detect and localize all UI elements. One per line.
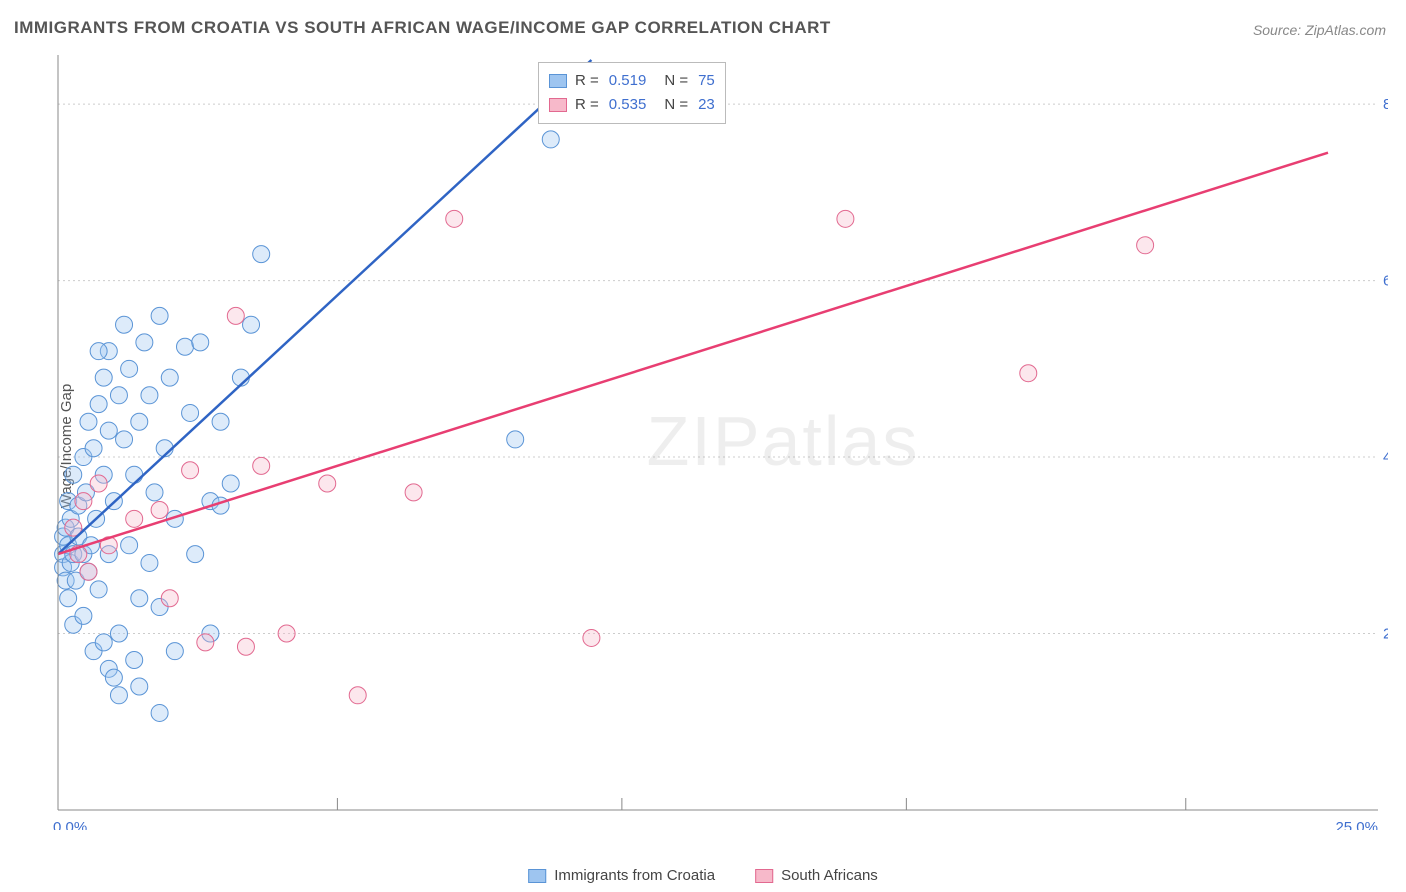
svg-text:ZIPatlas: ZIPatlas [647, 402, 920, 480]
series-legend-item: Immigrants from Croatia [528, 867, 715, 884]
stats-legend-row: R = 0.519 N = 75 [549, 69, 715, 93]
n-value: 23 [698, 93, 715, 117]
legend-swatch [549, 74, 567, 88]
r-label: R = [575, 69, 599, 93]
r-value: 0.535 [609, 93, 647, 117]
chart-title: IMMIGRANTS FROM CROATIA VS SOUTH AFRICAN… [14, 18, 831, 38]
svg-text:80.0%: 80.0% [1383, 96, 1388, 113]
series-legend-label: South Africans [781, 867, 878, 884]
legend-swatch [549, 98, 567, 112]
legend-swatch [755, 869, 773, 883]
n-value: 75 [698, 69, 715, 93]
scatter-plot: 20.0% 40.0% 60.0% 80.0% ZIPatlas 0.0% 25.0% [48, 50, 1388, 830]
plot-container: 20.0% 40.0% 60.0% 80.0% ZIPatlas 0.0% 25.0% R … [48, 50, 1388, 830]
svg-text:25.0%: 25.0% [1335, 819, 1378, 830]
series-legend: Immigrants from Croatia South Africans [528, 867, 878, 884]
source-attribution: Source: ZipAtlas.com [1253, 22, 1386, 38]
series-legend-item: South Africans [755, 867, 878, 884]
r-label: R = [575, 93, 599, 117]
legend-swatch [528, 869, 546, 883]
n-label: N = [664, 93, 688, 117]
svg-text:20.0%: 20.0% [1383, 626, 1388, 643]
n-label: N = [664, 69, 688, 93]
stats-legend: R = 0.519 N = 75 R = 0.535 N = 23 [538, 62, 726, 124]
r-value: 0.519 [609, 69, 647, 93]
svg-text:0.0%: 0.0% [53, 819, 87, 830]
series-legend-label: Immigrants from Croatia [554, 867, 715, 884]
svg-text:40.0%: 40.0% [1383, 449, 1388, 466]
svg-text:60.0%: 60.0% [1383, 273, 1388, 290]
stats-legend-row: R = 0.535 N = 23 [549, 93, 715, 117]
